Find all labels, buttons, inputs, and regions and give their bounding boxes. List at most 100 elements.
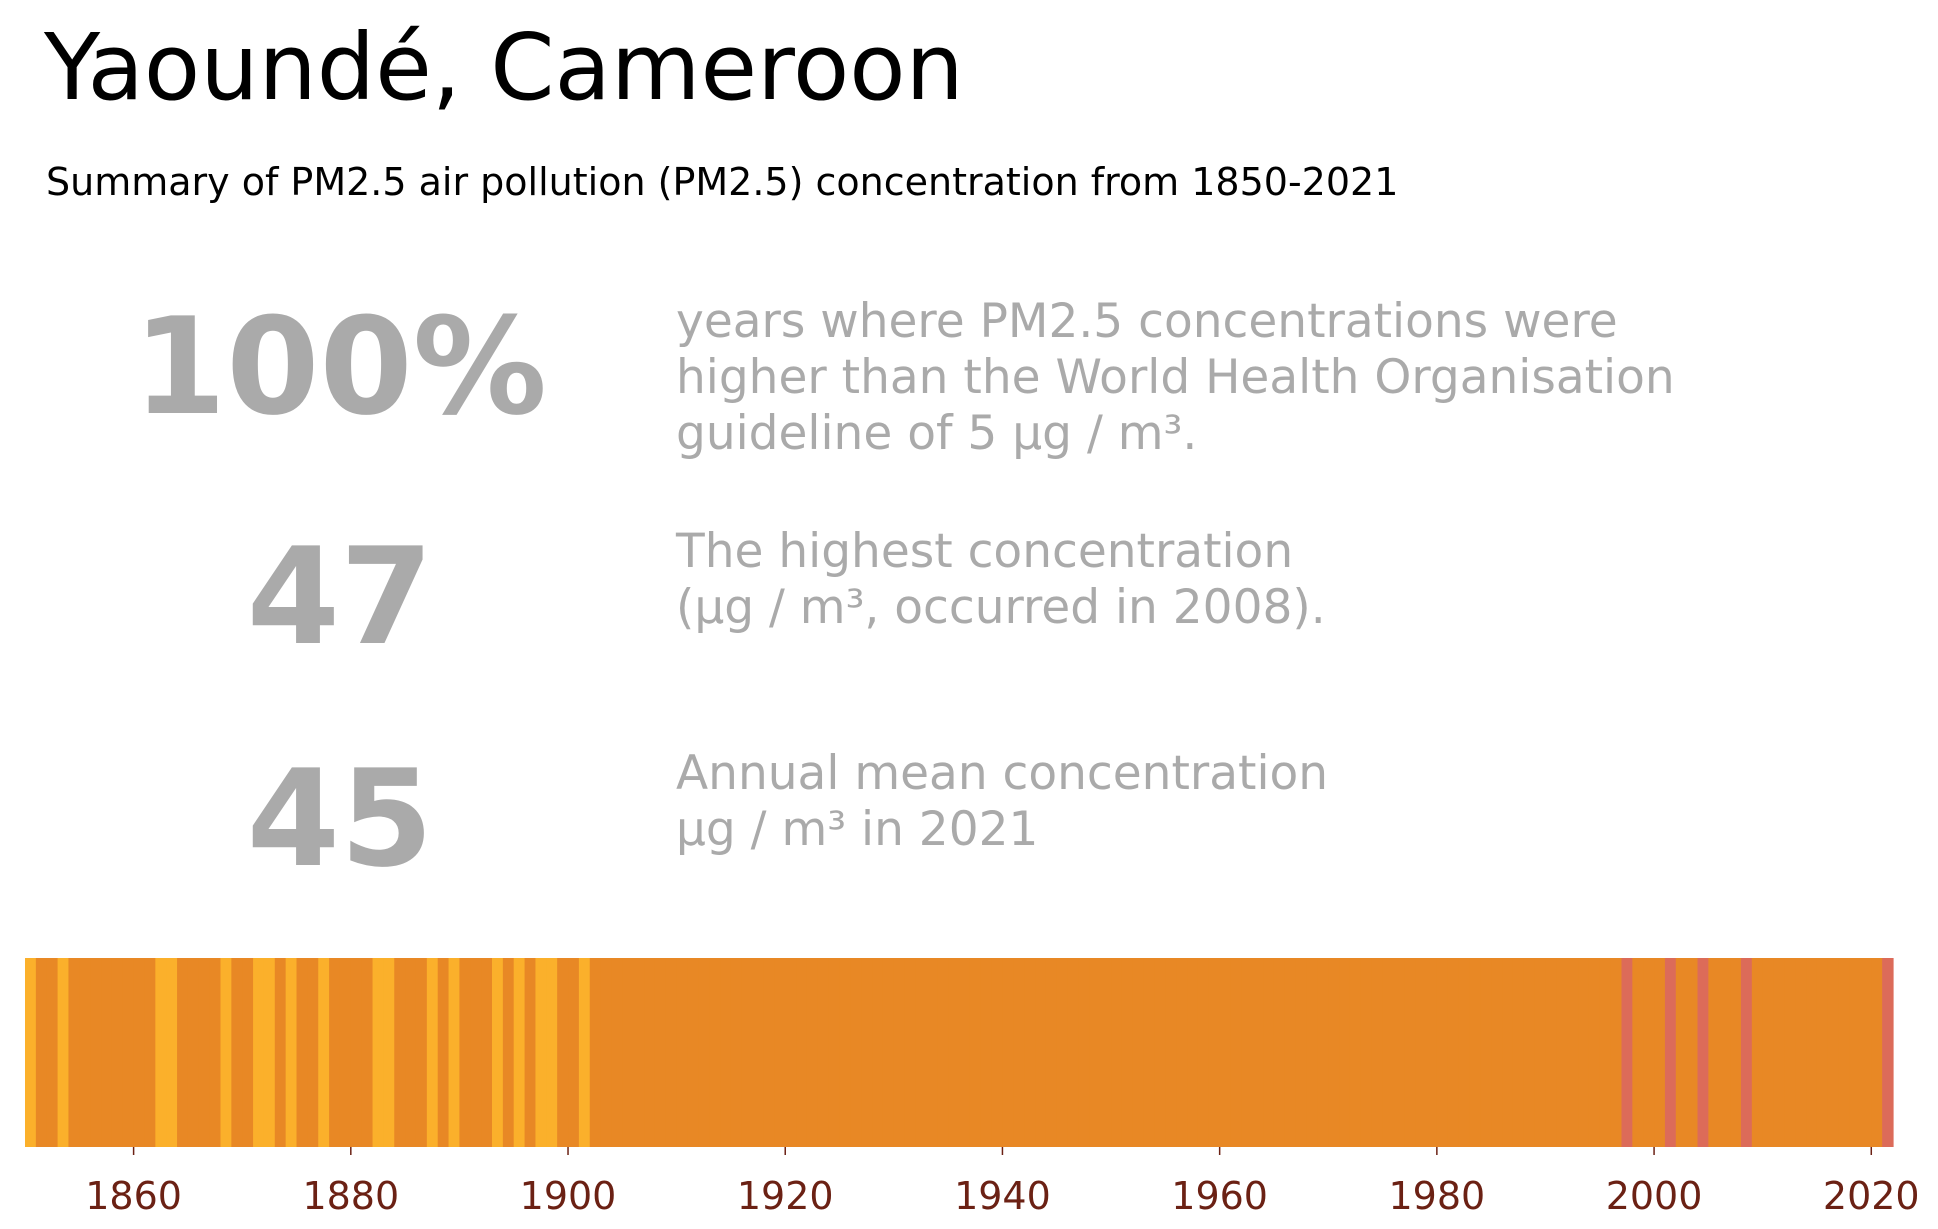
- stripe-year: [1404, 958, 1416, 1147]
- stat-description-line: µg / m³ in 2021: [676, 802, 1039, 857]
- stat-value-exceedance: 100%: [133, 289, 547, 445]
- stripe-year: [1187, 958, 1199, 1147]
- stripe-year: [296, 958, 308, 1147]
- stripe-year: [676, 958, 689, 1147]
- stripe-year: [622, 958, 634, 1147]
- stripe-year: [1491, 958, 1503, 1147]
- stripe-year: [1349, 958, 1362, 1147]
- stripe-year: [1371, 958, 1384, 1147]
- stripe-year: [1013, 958, 1025, 1147]
- stripe-year: [1664, 958, 1677, 1147]
- stripe-year: [1545, 958, 1557, 1147]
- stripe-year: [361, 958, 374, 1147]
- stripe-year: [35, 958, 48, 1147]
- stripe-year: [415, 958, 428, 1147]
- stripe-year: [1067, 958, 1080, 1147]
- stripe-year: [1002, 958, 1014, 1147]
- stat-description-line: years where PM2.5 concentrations were: [676, 294, 1618, 349]
- stripe-year: [329, 958, 341, 1147]
- stripe-year: [828, 958, 841, 1147]
- stripe-year: [253, 958, 265, 1147]
- stripe-year: [1284, 958, 1297, 1147]
- stripe-year: [1241, 958, 1253, 1147]
- stripe-year: [144, 958, 156, 1147]
- stripe-year: [698, 958, 710, 1147]
- stripe-year: [763, 958, 775, 1147]
- stat-description-exceedance: years where PM2.5 concentrations were hi…: [676, 294, 1675, 462]
- stat-description-line: The highest concentration: [676, 524, 1294, 579]
- x-tick-label: 2000: [1606, 1174, 1703, 1218]
- stripe-year: [926, 958, 938, 1147]
- stripe-year: [904, 958, 917, 1147]
- stripe-year: [350, 958, 363, 1147]
- stripe-year: [1121, 958, 1134, 1147]
- stripe-year: [231, 958, 243, 1147]
- stripe-year: [1132, 958, 1145, 1147]
- stripe-year: [1426, 958, 1438, 1147]
- stripe-year: [817, 958, 830, 1147]
- stripe-year: [46, 958, 59, 1147]
- x-tick-label: 1940: [954, 1174, 1051, 1218]
- stripe-year: [600, 958, 613, 1147]
- stripe-year: [1871, 958, 1883, 1147]
- stripe-year: [68, 958, 80, 1147]
- stripe-year: [1480, 958, 1492, 1147]
- stripe-year: [1317, 958, 1329, 1147]
- stripe-year: [730, 958, 743, 1147]
- stripe-year: [1654, 958, 1666, 1147]
- stripe-year: [1273, 958, 1286, 1147]
- stripe-year: [557, 958, 569, 1147]
- stripe-year: [1469, 958, 1481, 1147]
- stripe-year: [1458, 958, 1471, 1147]
- stripe-year: [1339, 958, 1351, 1147]
- stripe-year: [220, 958, 232, 1147]
- stripe-year: [1512, 958, 1525, 1147]
- stripe-year: [1306, 958, 1318, 1147]
- stripe-year: [1415, 958, 1427, 1147]
- stripe-year: [339, 958, 352, 1147]
- page-title: Yaoundé, Cameroon: [44, 14, 964, 121]
- stat-description-line: higher than the World Health Organisatio…: [676, 350, 1675, 405]
- stripe-year: [1100, 958, 1112, 1147]
- stripe-year: [1827, 958, 1840, 1147]
- stripe-year: [687, 958, 699, 1147]
- stripe-year: [1708, 958, 1720, 1147]
- stripe-year: [1219, 958, 1232, 1147]
- stripe-year: [1089, 958, 1101, 1147]
- stripe-year: [1035, 958, 1047, 1147]
- stripe-year: [633, 958, 645, 1147]
- stripe-year: [502, 958, 515, 1147]
- stripe-year: [1111, 958, 1123, 1147]
- stripe-year: [1393, 958, 1405, 1147]
- stat-value-highest: 47: [246, 519, 434, 675]
- stripe-year: [665, 958, 678, 1147]
- stripe-year: [1643, 958, 1655, 1147]
- stripe-year: [980, 958, 993, 1147]
- stripe-year: [1447, 958, 1460, 1147]
- stripe-year: [1056, 958, 1069, 1147]
- stripe-year: [459, 958, 471, 1147]
- stripe-year: [1360, 958, 1373, 1147]
- stripe-year: [785, 958, 797, 1147]
- stripe-year: [1697, 958, 1709, 1147]
- stripe-year: [285, 958, 298, 1147]
- stripe-year: [426, 958, 439, 1147]
- stripe-year: [1328, 958, 1340, 1147]
- x-tick-label: 1920: [737, 1174, 834, 1218]
- stripe-year: [133, 958, 146, 1147]
- stripe-year: [589, 958, 602, 1147]
- stripe-year: [187, 958, 200, 1147]
- stripe-year: [578, 958, 591, 1147]
- stripe-year: [535, 958, 547, 1147]
- stripe-year: [546, 958, 558, 1147]
- stripe-year: [372, 958, 384, 1147]
- stripe-year: [198, 958, 211, 1147]
- stripe-year: [1675, 958, 1688, 1147]
- stripe-year: [1740, 958, 1753, 1147]
- stripe-year: [1165, 958, 1177, 1147]
- stripe-year: [1719, 958, 1731, 1147]
- stripe-year: [1176, 958, 1188, 1147]
- stat-description-annual-mean: Annual mean concentration µg / m³ in 202…: [676, 746, 1328, 858]
- stripe-year: [1263, 958, 1275, 1147]
